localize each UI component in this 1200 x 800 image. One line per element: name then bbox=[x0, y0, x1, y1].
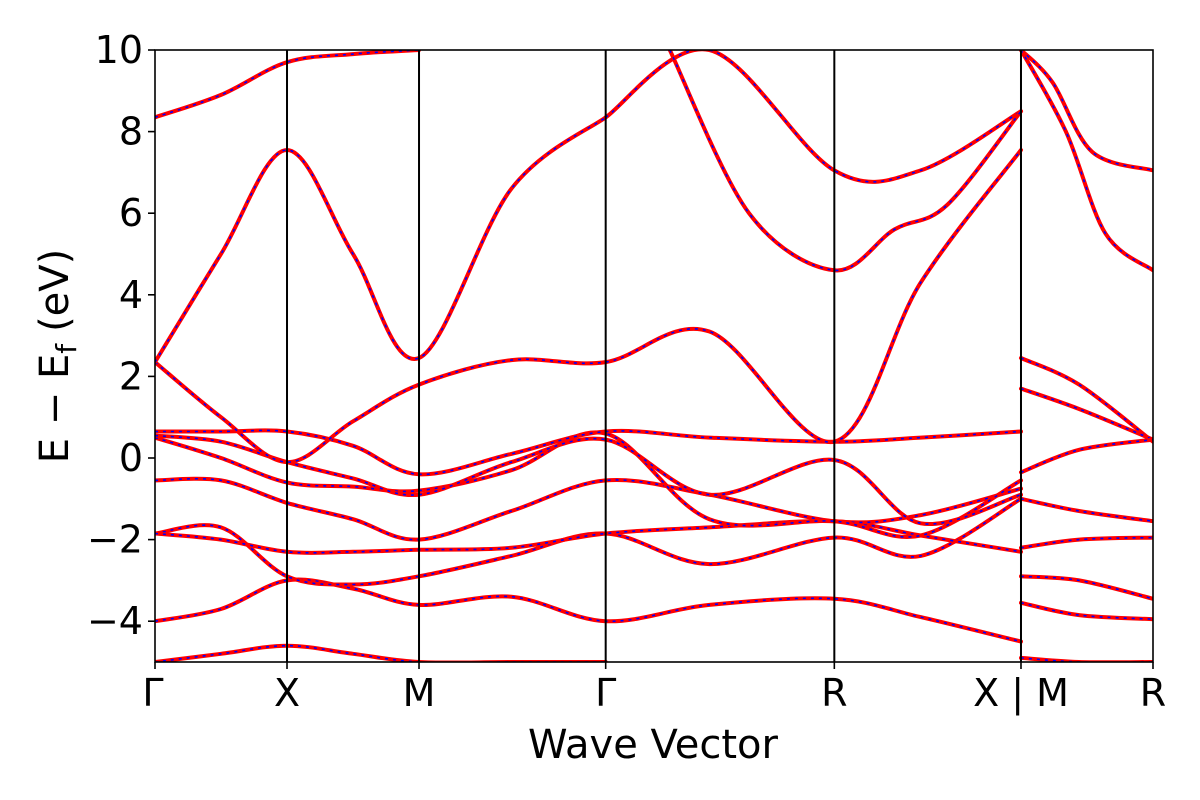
y-axis-label: E − Ef (eV) bbox=[32, 249, 83, 464]
bands-layer bbox=[155, 50, 1153, 662]
band-line-overlay-15 bbox=[1020, 357, 1153, 443]
band-line-11 bbox=[603, 50, 1023, 184]
high-symmetry-lines bbox=[286, 50, 1022, 662]
band-line-21 bbox=[1019, 600, 1153, 622]
band-line-13 bbox=[1019, 50, 1153, 173]
y-tick-label: 0 bbox=[119, 436, 143, 480]
x-tick-label: X bbox=[274, 671, 300, 715]
band-line-overlay-4 bbox=[155, 477, 1022, 541]
y-tick-label: 8 bbox=[119, 110, 143, 154]
y-tick-label: 4 bbox=[119, 273, 143, 317]
band-line-overlay-14 bbox=[1020, 50, 1153, 271]
x-tick-label: R bbox=[1140, 671, 1166, 715]
x-axis-label: Wave Vector bbox=[528, 722, 779, 768]
y-tick-label: −4 bbox=[87, 599, 143, 643]
band-line-overlay-6 bbox=[155, 429, 1022, 476]
band-line-overlay-19 bbox=[1020, 536, 1153, 549]
band-line-overlay-12 bbox=[669, 50, 1022, 272]
y-tick-label: 10 bbox=[95, 28, 143, 72]
y-axis-label-unit: (eV) bbox=[32, 249, 78, 332]
y-axis-label-main: E − E bbox=[32, 354, 78, 464]
band-line-overlay-0 bbox=[155, 644, 606, 662]
band-line-overlay-13 bbox=[1020, 50, 1153, 172]
plot-frame bbox=[154, 49, 1154, 663]
x-tick-label: R bbox=[821, 671, 847, 715]
y-tick-label: −2 bbox=[87, 518, 143, 562]
band-line-overlay-8 bbox=[155, 149, 1022, 463]
band-line-overlay-2 bbox=[155, 498, 1022, 586]
band-line-0 bbox=[155, 643, 608, 662]
band-line-overlay-9 bbox=[155, 116, 607, 363]
band-line-overlay-7 bbox=[155, 434, 1022, 525]
band-line-18 bbox=[1019, 496, 1153, 524]
band-line-8 bbox=[155, 148, 1023, 465]
band-line-overlay-11 bbox=[605, 50, 1022, 183]
axis-ticks: −4 −2 0 2 4 6 8 10 Γ X M Γ R X | M R bbox=[87, 28, 1166, 716]
band-line-14 bbox=[1019, 50, 1153, 273]
x-tick-label: Γ bbox=[142, 671, 163, 715]
x-tick-label: M bbox=[403, 671, 436, 715]
band-line-16 bbox=[1019, 386, 1153, 442]
band-line-20 bbox=[1019, 574, 1153, 601]
band-line-overlay-1 bbox=[155, 578, 1022, 643]
band-line-overlay-17 bbox=[1020, 438, 1153, 474]
band-line-overlay-3 bbox=[155, 520, 1022, 554]
band-line-2 bbox=[155, 496, 1023, 587]
x-tick-label: X | M bbox=[973, 671, 1069, 716]
band-line-9 bbox=[155, 115, 608, 365]
band-line-overlay-20 bbox=[1020, 575, 1153, 600]
band-line-7 bbox=[155, 433, 1023, 527]
band-line-22 bbox=[1019, 655, 1153, 662]
y-tick-label: 6 bbox=[119, 191, 143, 235]
band-line-17 bbox=[1019, 437, 1153, 475]
band-line-1 bbox=[155, 577, 1023, 644]
y-axis-label-subscript: f bbox=[50, 343, 83, 354]
x-tick-label: Γ bbox=[595, 671, 616, 715]
y-tick-label: 2 bbox=[119, 354, 143, 398]
band-line-12 bbox=[667, 50, 1023, 273]
